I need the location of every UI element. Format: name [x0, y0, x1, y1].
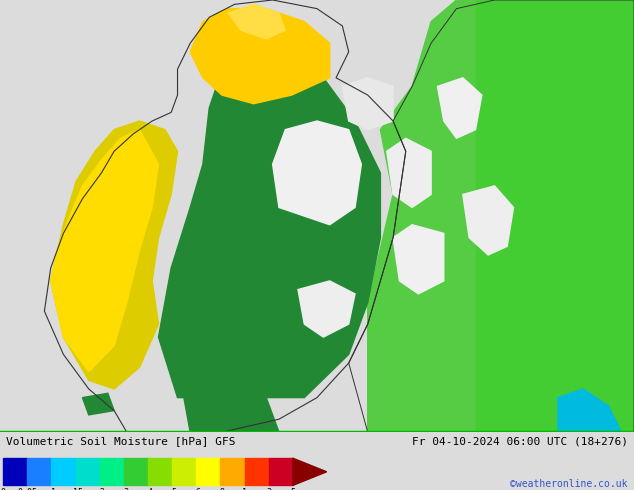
Polygon shape	[184, 389, 279, 432]
Bar	[148, 458, 172, 486]
Text: .5: .5	[167, 488, 177, 490]
Text: .15: .15	[68, 488, 83, 490]
Polygon shape	[463, 186, 514, 255]
Bar	[27, 458, 51, 486]
Bar	[124, 458, 148, 486]
Polygon shape	[476, 0, 634, 432]
Text: .4: .4	[143, 488, 153, 490]
Polygon shape	[82, 393, 114, 415]
Bar	[221, 458, 245, 486]
Polygon shape	[228, 4, 285, 39]
Polygon shape	[368, 0, 634, 432]
Text: 5: 5	[290, 488, 295, 490]
Polygon shape	[387, 138, 431, 207]
Bar	[172, 458, 197, 486]
Polygon shape	[293, 458, 327, 486]
Text: Volumetric Soil Moisture [hPa] GFS: Volumetric Soil Moisture [hPa] GFS	[6, 436, 236, 446]
Bar	[269, 458, 293, 486]
Text: .1: .1	[46, 488, 56, 490]
Text: 0.05: 0.05	[17, 488, 37, 490]
Bar	[75, 458, 100, 486]
Bar	[100, 458, 124, 486]
Text: 0: 0	[1, 488, 6, 490]
Polygon shape	[273, 121, 361, 225]
Bar	[51, 458, 75, 486]
Polygon shape	[342, 78, 393, 130]
Polygon shape	[393, 225, 444, 294]
Text: .6: .6	[191, 488, 202, 490]
Text: .8: .8	[216, 488, 226, 490]
Bar	[3, 458, 27, 486]
Polygon shape	[437, 78, 482, 138]
Polygon shape	[298, 281, 355, 337]
Text: 3: 3	[266, 488, 271, 490]
Polygon shape	[51, 121, 178, 389]
Text: .3: .3	[119, 488, 129, 490]
Bar	[245, 458, 269, 486]
Polygon shape	[190, 9, 330, 104]
Polygon shape	[51, 130, 158, 372]
Text: Fr 04-10-2024 06:00 UTC (18+276): Fr 04-10-2024 06:00 UTC (18+276)	[411, 436, 628, 446]
Text: .2: .2	[94, 488, 105, 490]
Polygon shape	[558, 389, 621, 432]
Text: 1: 1	[242, 488, 247, 490]
Text: ©weatheronline.co.uk: ©weatheronline.co.uk	[510, 479, 628, 489]
Bar	[197, 458, 221, 486]
Polygon shape	[158, 35, 380, 397]
